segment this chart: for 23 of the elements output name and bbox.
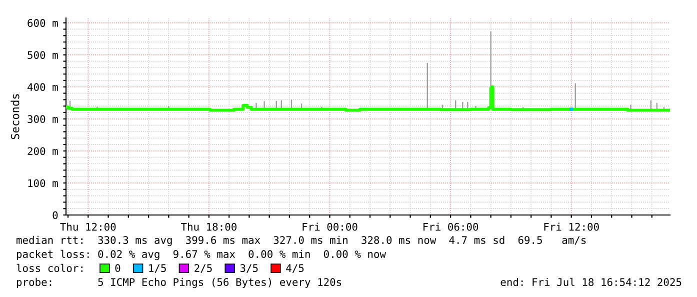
y-tick-label: 100 m <box>28 179 58 188</box>
x-tick-label: Fri 12:00 <box>544 222 599 231</box>
text: median rtt: 330.3 ms avg 399.6 ms max 327.0 ms min 328.0 ms now 4.7 ms sd 69.5 am/s <box>16 236 586 246</box>
legend-label: 1/5 <box>149 264 166 273</box>
y-tick-label: 600 m <box>28 19 58 27</box>
x-tick-label: Fri 00:00 <box>302 222 358 231</box>
legend-label: 4/5 <box>286 264 304 273</box>
y-tick-label: 200 m <box>28 147 58 156</box>
text: probe: 5 ICMP Echo Pings (56 Bytes) every 120s <box>16 278 342 288</box>
text: end: Fri Jul 18 16:54:12 2025 <box>500 278 682 286</box>
y-tick-label: 500 m <box>28 51 58 59</box>
text: packet loss: 0.02 % avg 9.67 % max 0.00 % min 0.00 % now <box>16 250 386 260</box>
legend-label: 2/5 <box>194 264 212 273</box>
x-tick-label: Thu 12:00 <box>60 222 116 231</box>
y-axis-title: Seconds <box>10 94 20 140</box>
legend-title: loss color: <box>16 264 82 272</box>
y-tick-label: 300 m <box>28 115 58 124</box>
y-tick-label: 0 <box>52 211 58 220</box>
x-tick-label: Thu 18:00 <box>180 222 236 231</box>
legend-label: 3/5 <box>240 264 258 273</box>
y-tick-label: 400 m <box>28 83 58 92</box>
legend-label: 0 <box>115 264 120 272</box>
x-tick-label: Fri 06:00 <box>424 222 478 231</box>
